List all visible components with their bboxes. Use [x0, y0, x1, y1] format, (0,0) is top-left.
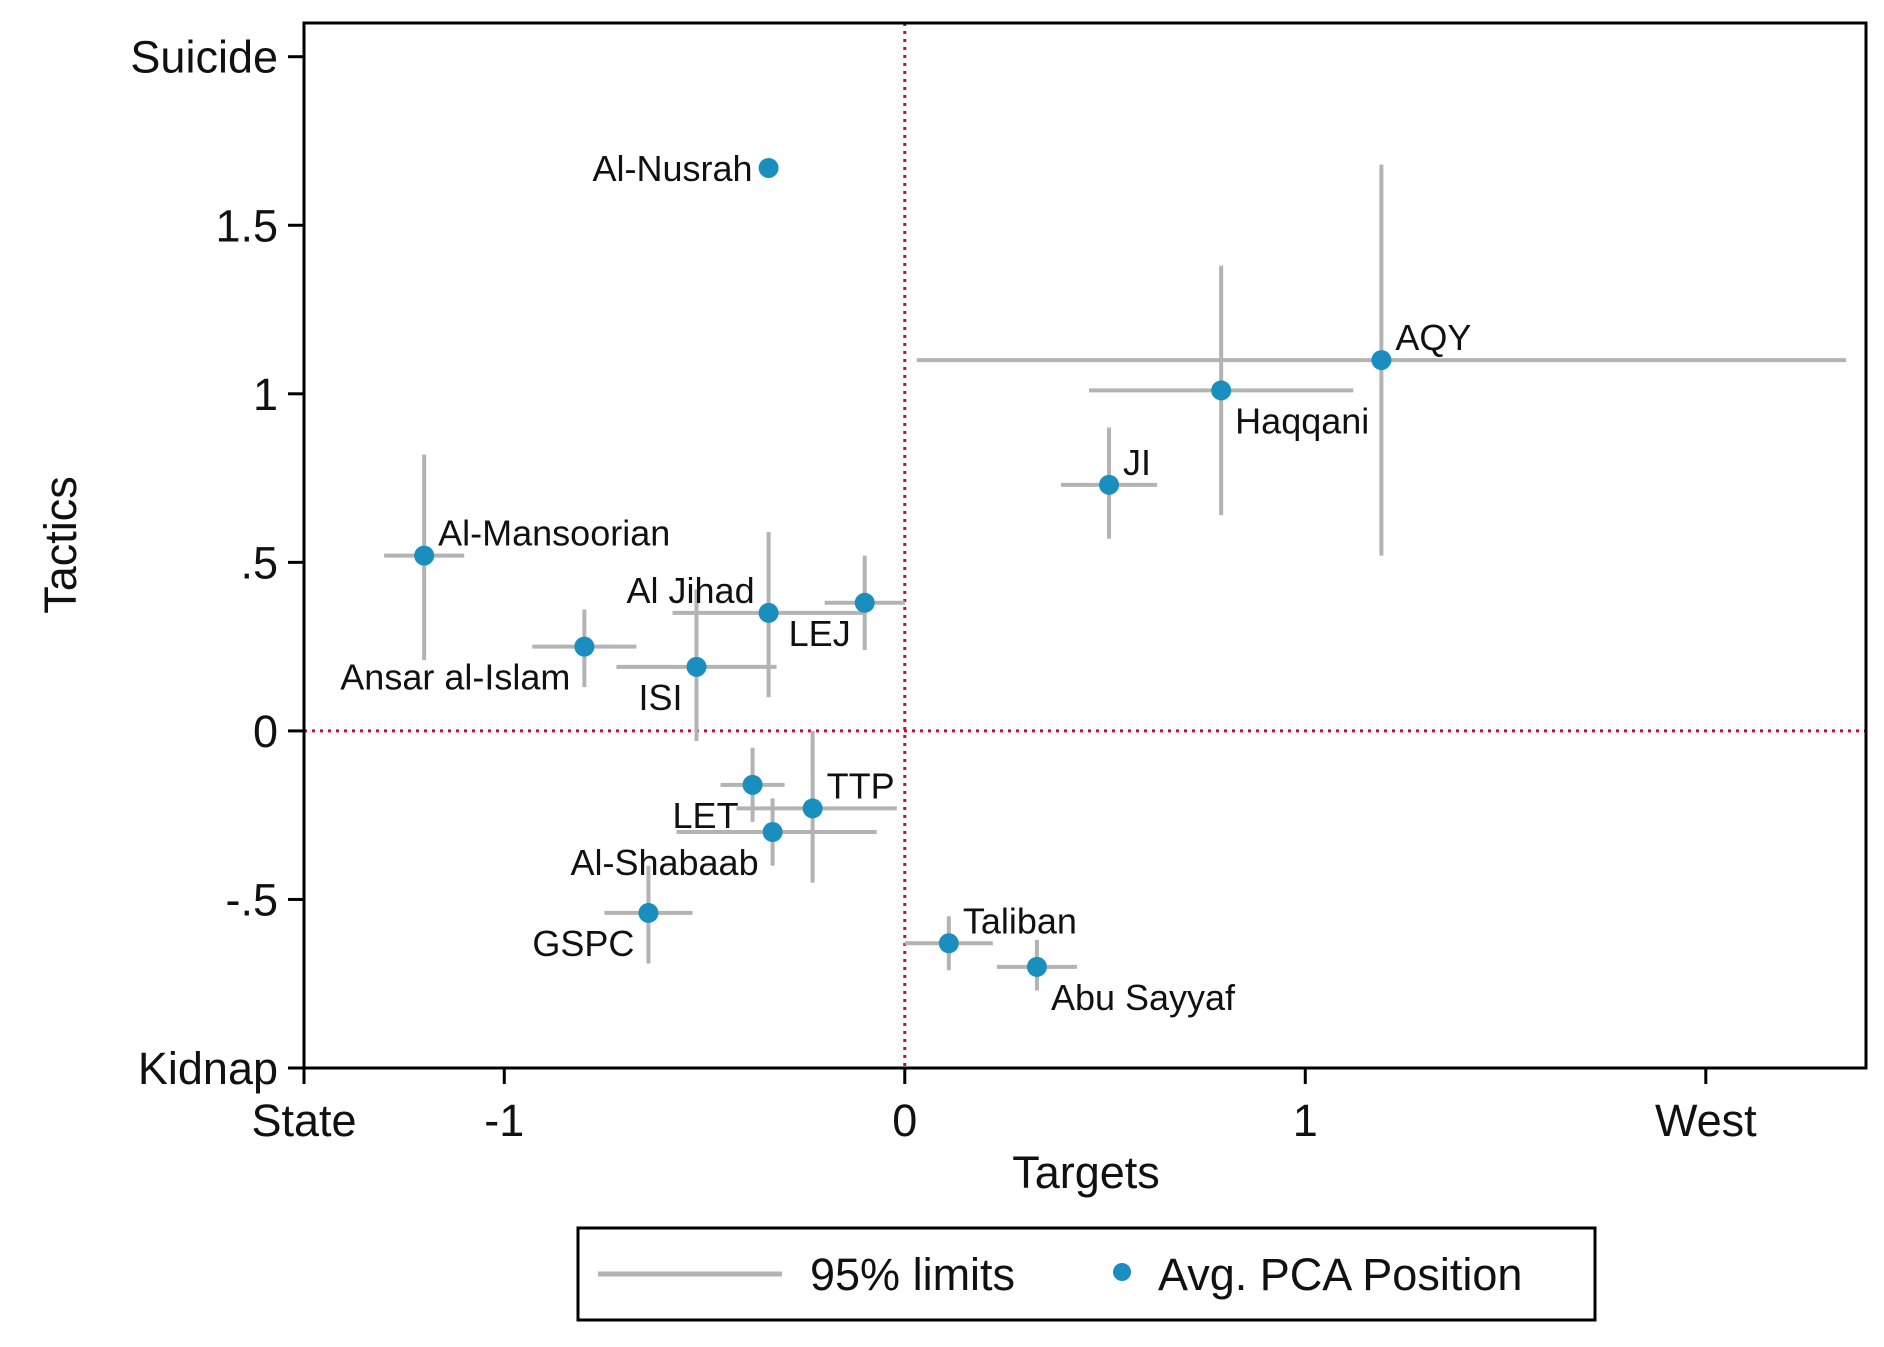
point-label-al-jihad: Al Jihad — [627, 570, 755, 611]
x-axis-title: Targets — [1012, 1147, 1160, 1198]
point-taliban — [938, 933, 959, 954]
point-let — [742, 774, 763, 795]
point-label-gspc: GSPC — [532, 923, 634, 964]
y-tick-label: Kidnap — [138, 1043, 278, 1094]
reference-lines — [304, 23, 1866, 1068]
point-al-nusrah — [758, 157, 779, 178]
x-tick-label: West — [1655, 1095, 1757, 1146]
y-tick-label: 1 — [253, 369, 278, 420]
x-tick-label: State — [251, 1095, 356, 1146]
point-label-let: LET — [673, 795, 739, 836]
point-label-ji: JI — [1123, 442, 1151, 483]
point-al-jihad — [758, 602, 779, 623]
point-label-al-shabaab: Al-Shabaab — [570, 842, 758, 883]
point-gspc — [638, 902, 659, 923]
y-axis-ticks: Kidnap -.5 0 .5 1 1.5 Suicide — [130, 32, 304, 1094]
x-axis-ticks: State -1 0 1 West — [251, 1068, 1757, 1146]
point-label-isi: ISI — [638, 677, 682, 718]
point-label-haqqani: Haqqani — [1235, 400, 1369, 441]
point-label-abu-sayyaf: Abu Sayyaf — [1051, 977, 1236, 1018]
point-al-shabaab — [762, 822, 783, 843]
point-label-aqy: AQY — [1395, 317, 1471, 358]
legend-dot-swatch — [1113, 1263, 1131, 1281]
point-al-mansoorian — [414, 545, 435, 566]
point-lej — [854, 592, 875, 613]
y-tick-label: -.5 — [225, 874, 278, 925]
y-tick-label: .5 — [240, 537, 278, 588]
point-aqy — [1371, 350, 1392, 371]
point-ttp — [802, 798, 823, 819]
point-label-ansar-al-islam: Ansar al-Islam — [340, 657, 570, 698]
data-points — [414, 157, 1392, 977]
point-label-ttp: TTP — [827, 765, 895, 806]
y-tick-label: 1.5 — [215, 200, 278, 251]
legend-label-limits: 95% limits — [810, 1249, 1015, 1300]
x-tick-label: 1 — [1293, 1095, 1318, 1146]
point-haqqani — [1211, 380, 1232, 401]
y-axis-title: Tactics — [35, 476, 86, 614]
legend: 95% limits Avg. PCA Position — [576, 1226, 1597, 1322]
point-label-al-mansoorian: Al-Mansoorian — [438, 513, 670, 554]
x-tick-label: 0 — [892, 1095, 917, 1146]
point-abu-sayyaf — [1026, 956, 1047, 977]
y-tick-label: Suicide — [130, 32, 278, 83]
point-label-lej: LEJ — [789, 613, 851, 654]
legend-label-position: Avg. PCA Position — [1158, 1249, 1522, 1300]
point-isi — [686, 656, 707, 677]
point-ji — [1099, 474, 1120, 495]
point-label-taliban: Taliban — [963, 900, 1077, 941]
point-ansar-al-islam — [574, 636, 595, 657]
plot-area-frame — [302, 21, 1868, 1070]
point-labels: Al-Nusrah AQY Haqqani JI Al-Mansoorian Al Jih… — [340, 148, 1471, 1018]
point-label-al-nusrah: Al-Nusrah — [593, 148, 753, 189]
y-tick-label: 0 — [253, 706, 278, 757]
x-tick-label: -1 — [484, 1095, 524, 1146]
